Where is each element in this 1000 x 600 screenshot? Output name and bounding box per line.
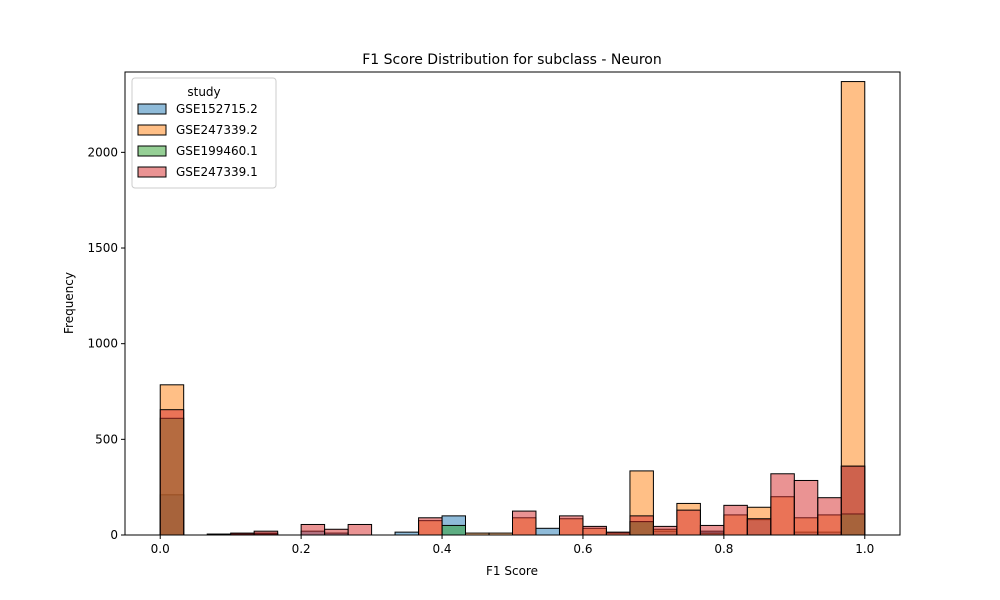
- y-tick-label: 500: [95, 432, 118, 446]
- x-tick-label: 0.0: [151, 542, 170, 556]
- y-tick-label: 2000: [87, 145, 118, 159]
- bar-GSE247339.1-bin-18: [582, 525, 607, 536]
- bar-GSE199460.1-bin-12: [441, 524, 467, 536]
- x-tick-label: 0.8: [714, 542, 733, 556]
- bar-GSE247339.1-bin-22: [676, 509, 701, 536]
- bar-GSE152715.2-bin-16: [535, 527, 560, 536]
- bar-GSE247339.1-bin-24: [723, 504, 748, 536]
- x-tick-label: 0.2: [292, 542, 311, 556]
- x-tick-label: 0.6: [573, 542, 592, 556]
- bar-GSE247339.1-bin-7: [324, 528, 349, 536]
- legend-swatch-GSE247339.2: [137, 124, 167, 136]
- bar-GSE247339.1-bin-4: [253, 530, 279, 536]
- bars-layer: [159, 81, 866, 536]
- x-axis: 0.0 0.2 0.4 0.6 0.8 1.0: [151, 535, 874, 556]
- bar-GSE247339.1-bin-20: [629, 515, 654, 536]
- bar-GSE247339.1-bin-28: [817, 497, 842, 536]
- bar-GSE247339.1-bin-26: [770, 473, 795, 536]
- legend-label-GSE247339.1: GSE247339.1: [176, 165, 258, 179]
- legend-swatch-GSE247339.1: [137, 166, 167, 178]
- legend-swatch-GSE152715.2: [137, 103, 167, 115]
- x-axis-label: F1 Score: [486, 564, 538, 578]
- legend-label-GSE199460.1: GSE199460.1: [176, 144, 258, 158]
- plot-frame: [124, 71, 901, 536]
- bar-GSE247339.1-bin-8: [347, 523, 373, 536]
- y-axis: 0 500 1000 1500 2000: [87, 145, 125, 542]
- bar-GSE247339.1-bin-15: [512, 510, 537, 536]
- y-tick-label: 0: [110, 528, 118, 542]
- bar-GSE247339.1-bin-0: [159, 409, 185, 536]
- legend-title: study: [187, 85, 220, 99]
- legend-swatch-GSE199460.1: [137, 145, 167, 157]
- x-tick-label: 0.4: [432, 542, 451, 556]
- bar-GSE247339.1-bin-17: [558, 515, 584, 536]
- legend: study GSE152715.2GSE247339.2GSE199460.1G…: [131, 77, 277, 189]
- y-axis-label: Frequency: [62, 272, 76, 334]
- bar-GSE247339.1-bin-29: [840, 465, 866, 536]
- y-tick-label: 1000: [87, 337, 118, 351]
- legend-items: GSE152715.2 GSE247339.2 GSE199460.1 GSE2473…: [137, 102, 258, 179]
- bar-GSE247339.1-bin-11: [418, 517, 443, 536]
- bar-GSE247339.1-bin-27: [793, 479, 819, 536]
- chart-title: F1 Score Distribution for subclass - Neu…: [362, 52, 662, 68]
- legend-frame: [131, 77, 277, 189]
- y-tick-label: 1500: [87, 241, 118, 255]
- bar-GSE247339.1-bin-25: [746, 518, 772, 536]
- bar-GSE247339.1-bin-23: [699, 524, 725, 536]
- bar-GSE247339.1-bin-21: [652, 525, 678, 536]
- legend-label-GSE247339.2: GSE247339.2: [176, 123, 258, 137]
- bar-GSE247339.1-bin-6: [300, 523, 326, 536]
- x-tick-label: 1.0: [855, 542, 874, 556]
- legend-label-GSE152715.2: GSE152715.2: [176, 102, 258, 116]
